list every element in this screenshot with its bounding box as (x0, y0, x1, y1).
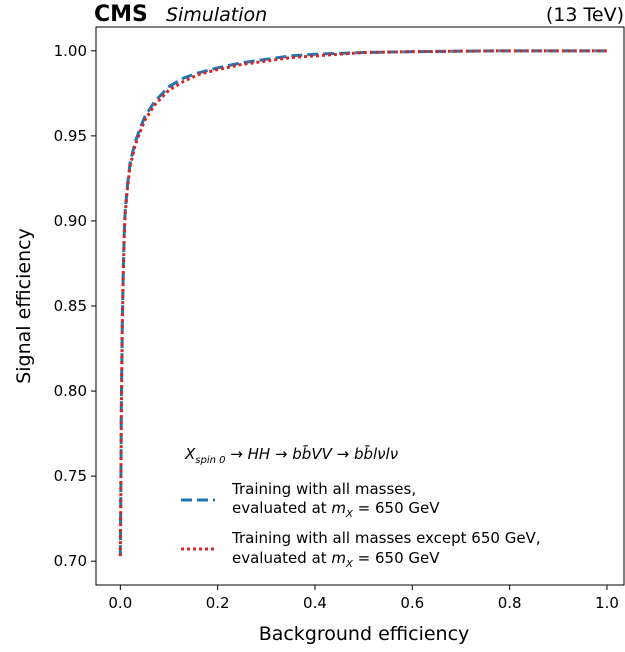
x-tick-label: 0.0 (108, 594, 132, 612)
y-tick-label: 0.70 (54, 552, 87, 570)
legend: Xspin 0 → HH → bb̄VV → bb̄lνlν Training … (181, 444, 541, 570)
cms-label: CMS (94, 2, 148, 27)
x-tick-label: 0.2 (206, 594, 230, 612)
series-line-except-650 (118, 49, 607, 557)
y-tick-label: 1.00 (54, 42, 87, 60)
y-tick-label: 0.90 (54, 212, 87, 230)
legend-entry-except-650-line-2: evaluated at mX = 650 GeV (232, 549, 440, 570)
legend-entry-all-masses-line-2: evaluated at mX = 650 GeV (232, 499, 440, 520)
x-axis-label: Background efficiency (259, 623, 470, 645)
y-axis-ticks: 0.70 0.75 0.80 0.85 0.90 0.95 1.00 (54, 42, 96, 570)
energy-label: (13 TeV) (546, 4, 624, 26)
x-tick-label: 0.4 (303, 594, 327, 612)
simulation-label: Simulation (166, 4, 267, 26)
x-tick-label: 0.8 (498, 594, 522, 612)
x-axis-ticks: 0.0 0.2 0.4 0.6 0.8 1.0 (108, 585, 619, 612)
legend-title: Xspin 0 → HH → bb̄VV → bb̄lνlν (184, 444, 398, 466)
y-tick-label: 0.75 (54, 467, 87, 485)
y-tick-label: 0.95 (54, 127, 87, 145)
legend-entry-all-masses-line-1: Training with all masses, (231, 480, 416, 498)
y-tick-label: 0.85 (54, 297, 87, 315)
series-layer (118, 49, 607, 557)
x-tick-label: 0.6 (400, 594, 424, 612)
x-tick-label: 1.0 (595, 594, 619, 612)
y-tick-label: 0.80 (54, 382, 87, 400)
y-axis-label: Signal efficiency (13, 228, 35, 384)
legend-entry-except-650-line-1: Training with all masses except 650 GeV, (231, 529, 541, 547)
